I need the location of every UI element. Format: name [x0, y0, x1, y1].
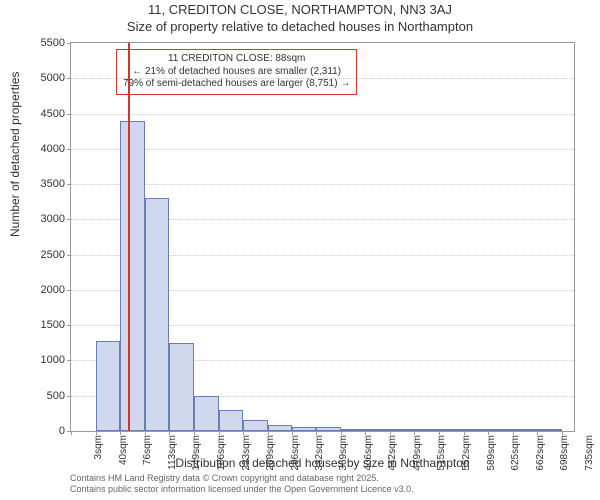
histogram-bar	[268, 425, 292, 431]
reference-line	[128, 43, 130, 431]
x-tick-mark	[488, 431, 489, 435]
gridline	[71, 78, 574, 79]
histogram-bar	[439, 429, 464, 431]
histogram-bar	[341, 429, 365, 431]
x-tick-mark	[562, 431, 563, 435]
gridline	[71, 149, 574, 150]
x-tick-mark	[71, 431, 72, 435]
chart-title-line1: 11, CREDITON CLOSE, NORTHAMPTON, NN3 3AJ	[0, 2, 600, 19]
histogram-bar	[488, 429, 513, 431]
histogram-bar	[292, 427, 317, 431]
x-axis-label: Distribution of detached houses by size …	[70, 456, 575, 470]
x-tick-mark	[513, 431, 514, 435]
y-tick-label: 4500	[41, 108, 71, 120]
x-tick-label: 735sqm	[584, 435, 595, 479]
x-tick-mark	[120, 431, 121, 435]
x-tick-mark	[439, 431, 440, 435]
histogram-bar	[537, 429, 562, 431]
x-tick-mark	[219, 431, 220, 435]
histogram-bar	[243, 420, 268, 431]
x-tick-mark	[390, 431, 391, 435]
y-axis-label: Number of detached properties	[8, 72, 22, 237]
gridline	[71, 114, 574, 115]
annotation-line1: 11 CREDITON CLOSE: 88sqm	[123, 53, 350, 66]
x-tick-mark	[96, 431, 97, 435]
histogram-bar	[365, 429, 390, 431]
y-tick-label: 1500	[41, 319, 71, 331]
y-tick-label: 2500	[41, 249, 71, 261]
gridline	[71, 184, 574, 185]
histogram-bar	[145, 198, 169, 431]
footer-line1: Contains HM Land Registry data © Crown c…	[70, 473, 414, 484]
histogram-bar	[120, 121, 145, 431]
y-tick-label: 1000	[41, 354, 71, 366]
y-tick-label: 5000	[41, 72, 71, 84]
histogram-bar	[390, 429, 414, 431]
histogram-bar	[169, 343, 194, 431]
histogram-bar	[194, 396, 219, 431]
histogram-bar	[414, 429, 439, 431]
footer-line2: Contains public sector information licen…	[70, 484, 414, 495]
chart-container: 11, CREDITON CLOSE, NORTHAMPTON, NN3 3AJ…	[0, 0, 600, 500]
x-tick-mark	[194, 431, 195, 435]
x-tick-mark	[365, 431, 366, 435]
histogram-bar	[513, 429, 537, 431]
histogram-bar	[316, 427, 341, 431]
chart-title-line2: Size of property relative to detached ho…	[0, 19, 600, 36]
y-tick-label: 3500	[41, 178, 71, 190]
histogram-bar	[464, 429, 488, 431]
x-tick-mark	[341, 431, 342, 435]
annotation-box: 11 CREDITON CLOSE: 88sqm ← 21% of detach…	[116, 49, 357, 95]
y-tick-label: 500	[47, 390, 71, 402]
y-tick-label: 2000	[41, 284, 71, 296]
footer-attribution: Contains HM Land Registry data © Crown c…	[70, 473, 414, 496]
x-tick-mark	[268, 431, 269, 435]
x-tick-mark	[464, 431, 465, 435]
chart-title-block: 11, CREDITON CLOSE, NORTHAMPTON, NN3 3AJ…	[0, 2, 600, 36]
plot-area: 11 CREDITON CLOSE: 88sqm ← 21% of detach…	[70, 42, 575, 432]
x-tick-mark	[414, 431, 415, 435]
x-tick-mark	[292, 431, 293, 435]
y-tick-label: 3000	[41, 213, 71, 225]
histogram-bar	[219, 410, 243, 431]
histogram-bar	[96, 341, 120, 431]
x-tick-mark	[243, 431, 244, 435]
annotation-line2: ← 21% of detached houses are smaller (2,…	[123, 66, 350, 79]
y-tick-label: 5500	[41, 37, 71, 49]
annotation-line3: 79% of semi-detached houses are larger (…	[123, 78, 350, 91]
y-tick-label: 4000	[41, 143, 71, 155]
x-tick-mark	[537, 431, 538, 435]
x-tick-mark	[145, 431, 146, 435]
x-tick-mark	[169, 431, 170, 435]
y-tick-label: 0	[59, 425, 71, 437]
x-tick-mark	[316, 431, 317, 435]
